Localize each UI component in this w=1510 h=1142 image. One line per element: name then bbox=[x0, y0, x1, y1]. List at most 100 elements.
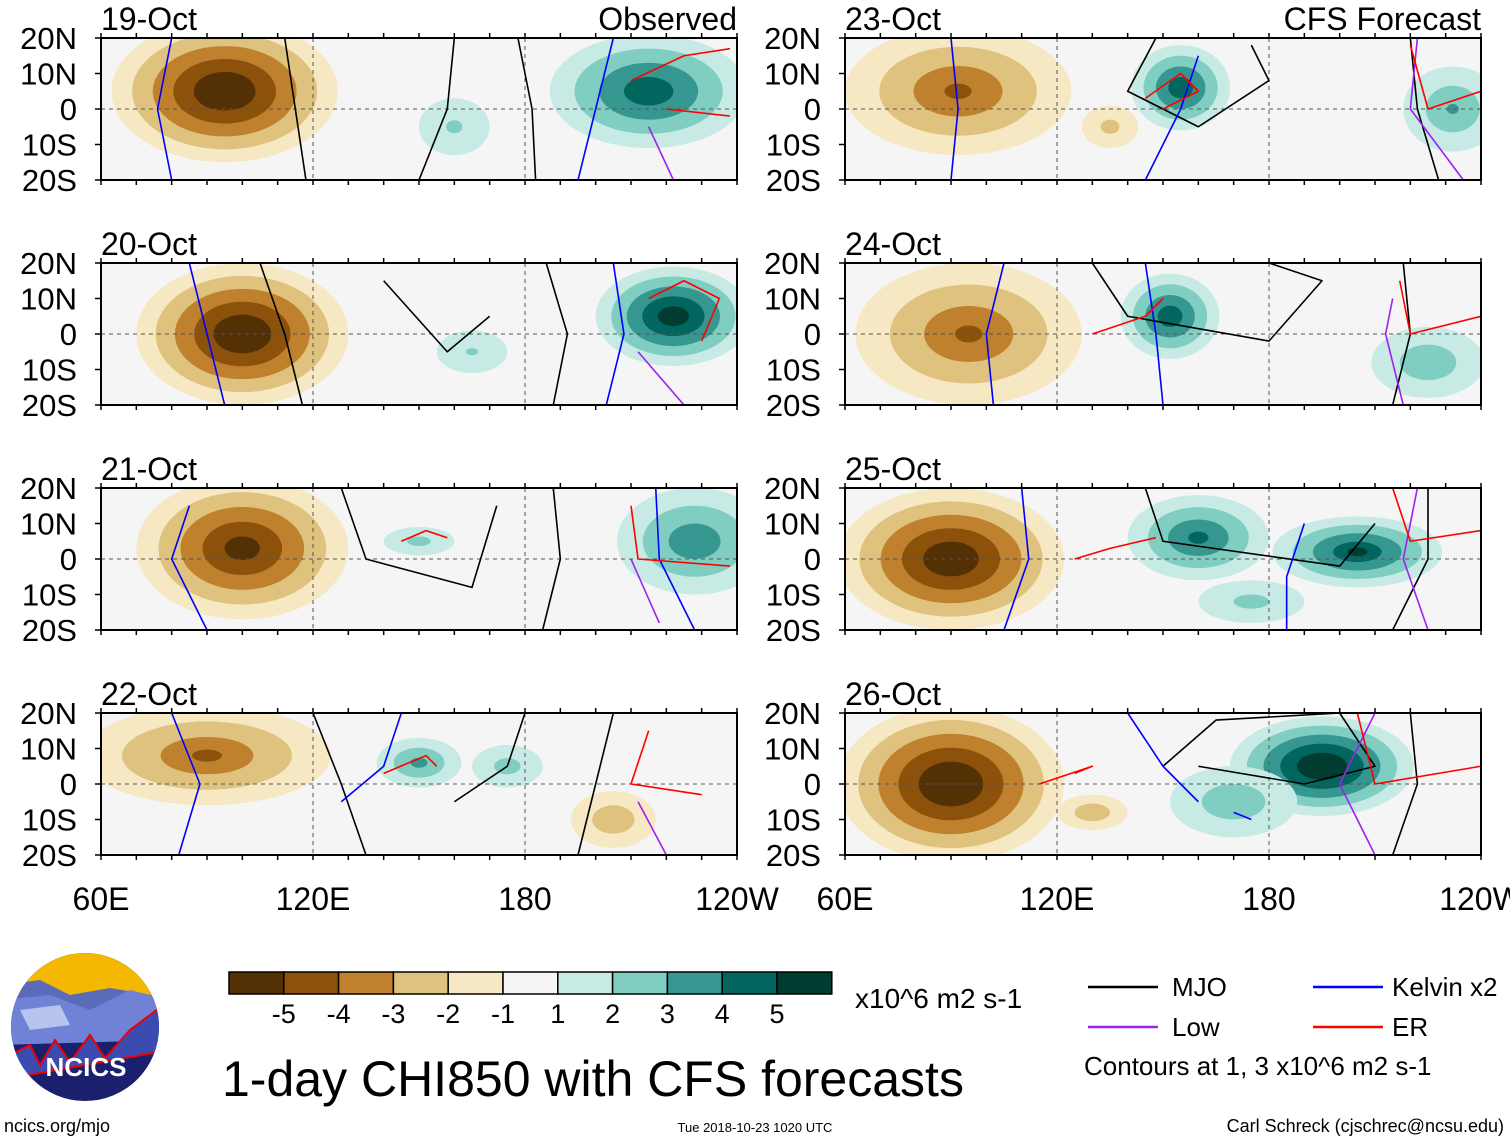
kelvin-contour bbox=[1233, 811, 1252, 821]
lat-tick-label: 10S bbox=[22, 578, 77, 613]
er-contour bbox=[630, 505, 730, 567]
panel-date: 22-Oct bbox=[101, 676, 197, 712]
colorbar-label: 1 bbox=[550, 999, 565, 1029]
lat-tick-label: 20N bbox=[764, 21, 821, 56]
er-contour bbox=[401, 529, 448, 542]
moist-anomaly-contour bbox=[1233, 594, 1270, 609]
panel-date: 21-Oct bbox=[101, 451, 197, 487]
lat-tick-label: 0 bbox=[60, 767, 77, 802]
dry-anomaly-contour bbox=[1074, 803, 1111, 822]
moist-anomaly-contour bbox=[1201, 784, 1266, 820]
lat-tick-label: 20N bbox=[764, 696, 821, 731]
panel-date: 25-Oct bbox=[845, 451, 941, 487]
mjo-contour bbox=[453, 713, 526, 803]
moist-anomaly-contour bbox=[466, 348, 478, 356]
colorbar-swatch bbox=[337, 971, 395, 995]
mjo-contour bbox=[1391, 713, 1419, 855]
colorbar-swatch bbox=[557, 971, 614, 995]
dry-anomaly-contour bbox=[944, 83, 972, 99]
er-contour bbox=[1092, 297, 1164, 335]
colorbar-swatch bbox=[228, 971, 285, 995]
colorbar-label: -4 bbox=[327, 999, 351, 1029]
colorbar: -5 -4 -3 -2 -1 1 2 3 4 5 bbox=[228, 971, 833, 1029]
mjo-contour bbox=[1126, 38, 1270, 128]
lat-tick-label: 20S bbox=[766, 388, 821, 423]
lat-tick-label: 20N bbox=[20, 471, 77, 506]
kelvin-contour bbox=[1003, 488, 1030, 630]
er-contour bbox=[648, 279, 721, 342]
moist-anomaly-contour bbox=[668, 523, 721, 559]
lat-tick-label: 10N bbox=[20, 57, 77, 92]
moist-anomaly-contour bbox=[1399, 344, 1457, 381]
colorbar-label: -2 bbox=[436, 999, 460, 1029]
low-contour bbox=[647, 126, 675, 180]
lat-tick-label: 10N bbox=[764, 282, 821, 317]
dry-anomaly-contour bbox=[592, 805, 635, 834]
lat-tick-label: 10S bbox=[766, 578, 821, 613]
panel-date: 26-Oct bbox=[845, 676, 941, 712]
mjo-contour bbox=[1144, 488, 1376, 567]
er-contour bbox=[630, 730, 702, 796]
lat-tick-label: 10N bbox=[764, 507, 821, 542]
lat-tick-label: 0 bbox=[60, 542, 77, 577]
lon-tick-label: 180 bbox=[498, 881, 551, 917]
footer-timestamp: Tue 2018-10-23 1020 UTC bbox=[678, 1120, 833, 1135]
panel-date: 23-Oct bbox=[845, 1, 941, 37]
colorbar-swatch bbox=[447, 971, 504, 995]
kelvin-contour bbox=[1144, 263, 1164, 405]
panel-source: CFS Forecast bbox=[1284, 1, 1481, 37]
lat-tick-label: 20S bbox=[22, 388, 77, 423]
legend: MJO Kelvin x2 Low ER Contours at 1, 3 x1… bbox=[1084, 972, 1498, 1081]
er-contour bbox=[1356, 713, 1481, 785]
moist-anomaly-contour bbox=[623, 77, 674, 106]
dry-anomaly-contour bbox=[211, 82, 239, 100]
mjo-contour bbox=[577, 713, 615, 855]
lon-tick-label: 120W bbox=[695, 881, 779, 917]
mjo-contour bbox=[517, 38, 537, 180]
panel-source: Observed bbox=[598, 1, 737, 37]
low-contour bbox=[1384, 298, 1405, 405]
lat-tick-label: 20N bbox=[764, 246, 821, 281]
colorbar-label: 4 bbox=[715, 999, 730, 1029]
kelvin-contour bbox=[188, 263, 226, 405]
kelvin-contour bbox=[985, 263, 1005, 405]
lat-tick-label: 10S bbox=[766, 803, 821, 838]
lat-tick-label: 20N bbox=[20, 21, 77, 56]
lon-tick-label: 180 bbox=[1242, 881, 1295, 917]
moist-anomaly-contour bbox=[1157, 305, 1183, 327]
low-contour bbox=[630, 558, 660, 624]
colorbar-label: -5 bbox=[272, 999, 296, 1029]
mjo-contour bbox=[1162, 713, 1376, 785]
moist-anomaly-contour bbox=[1446, 103, 1459, 115]
moist-anomaly-contour bbox=[657, 306, 689, 327]
moist-anomaly-contour bbox=[1347, 547, 1368, 557]
colorbar-swatch bbox=[502, 971, 559, 995]
kelvin-contour bbox=[170, 505, 208, 630]
moist-anomaly-contour bbox=[1188, 531, 1209, 544]
kelvin-contour bbox=[950, 38, 959, 180]
mjo-contour bbox=[1091, 263, 1323, 342]
colorbar-label: 2 bbox=[605, 999, 620, 1029]
er-contour bbox=[1074, 536, 1157, 560]
er-contour bbox=[383, 754, 438, 775]
lat-tick-label: 10S bbox=[22, 353, 77, 388]
colorbar-label: 5 bbox=[769, 999, 784, 1029]
lat-tick-label: 0 bbox=[804, 542, 821, 577]
footer-url[interactable]: ncics.org/mjo bbox=[4, 1116, 110, 1136]
dry-anomaly-contour bbox=[1100, 119, 1120, 134]
figure-title: 1-day CHI850 with CFS forecasts bbox=[222, 1051, 964, 1107]
dry-anomaly-contour bbox=[229, 325, 256, 343]
er-contour bbox=[1398, 280, 1481, 335]
colorbar-swatch bbox=[721, 971, 778, 995]
mjo-contour bbox=[541, 488, 562, 630]
lon-tick-label: 120E bbox=[1020, 881, 1095, 917]
lat-tick-label: 10S bbox=[766, 128, 821, 163]
mjo-contour bbox=[545, 263, 569, 405]
kelvin-contour bbox=[654, 488, 696, 630]
er-contour bbox=[1144, 72, 1200, 110]
mjo-contour bbox=[1391, 488, 1429, 630]
